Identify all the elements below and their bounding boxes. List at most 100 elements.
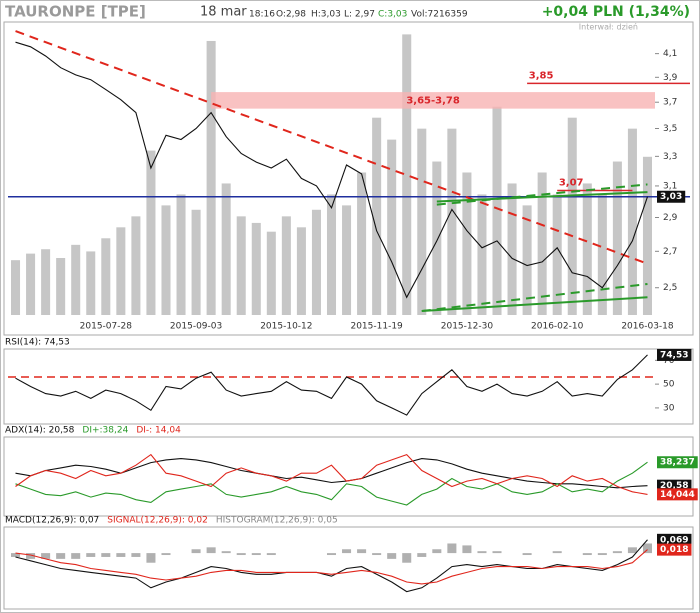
legend-entry: RSI(14): 74,53 (5, 338, 70, 348)
y-tick-label: 3,7 (663, 98, 677, 108)
series-line (15, 354, 648, 416)
y-tick-label: 2,7 (663, 247, 677, 257)
change: +0,04 PLN (1,34%) (542, 4, 690, 20)
volume-bar (71, 244, 81, 315)
volume-bar (432, 161, 442, 315)
histogram-bar (372, 553, 382, 556)
last-value-label: 0,069 (660, 535, 688, 545)
y-tick-label: 3,5 (663, 124, 677, 134)
y-tick-label: 4,1 (663, 49, 677, 59)
volume-bar (642, 156, 652, 315)
histogram-bar (251, 553, 261, 556)
interval: Interwał: dzień (579, 23, 638, 32)
legend-entry: ADX(14): 20,58 (5, 426, 75, 436)
volume-bar (206, 40, 216, 315)
volume-bar (221, 183, 231, 315)
volume-bar (131, 216, 141, 315)
resistance-zone (211, 92, 655, 109)
x-tick-label: 2015-10-12 (260, 322, 312, 332)
volume-bar (567, 117, 577, 315)
histogram-bar (447, 543, 457, 554)
series-line (15, 41, 649, 299)
histogram-bar (642, 543, 652, 554)
volume-bar (357, 172, 367, 315)
zone-label: 3,65-3,78 (406, 95, 460, 106)
volume-bar (552, 194, 562, 315)
volume-bar (56, 258, 66, 315)
panel-frame (3, 436, 694, 517)
histogram-bar (582, 553, 592, 556)
x-tick-label: 2016-02-10 (531, 322, 584, 332)
last-value-box (657, 190, 686, 203)
volume-bar (296, 227, 306, 315)
y-tick-label: 3,9 (663, 73, 678, 83)
histogram-bar (342, 549, 352, 554)
histogram-bar (266, 553, 276, 556)
volume-bar (161, 205, 171, 315)
volume-bar (266, 231, 276, 315)
histogram-bar (101, 553, 111, 557)
volume-bar (372, 117, 382, 315)
last-value-box (657, 456, 698, 469)
volume-bar (477, 194, 487, 315)
trendline (421, 296, 648, 313)
last-value-label: 0,018 (660, 545, 688, 555)
histogram-bar (26, 553, 36, 559)
volume-bar (387, 139, 397, 315)
y-tick-label: 50 (663, 380, 675, 390)
histogram-bar (612, 551, 622, 554)
histogram-bar (11, 553, 21, 557)
level-label: 3,07 (559, 178, 584, 189)
volume-bar (627, 128, 637, 315)
histogram-bar (417, 553, 427, 557)
last-value-box (657, 533, 692, 546)
legend-entry: DI+:38,24 (82, 426, 128, 436)
series-line (15, 453, 648, 495)
histogram-bar (432, 549, 442, 554)
histogram-bar (326, 553, 337, 556)
legend-entry: SIGNAL(12,26,9): 0,02 (107, 516, 208, 526)
volume-bar (116, 227, 126, 315)
histogram-bar (402, 553, 412, 563)
volume-bar (101, 238, 111, 315)
ticker: TAURONPE [TPE] (5, 3, 146, 21)
trendline (15, 30, 648, 265)
volume-bar (597, 194, 607, 315)
high: H:3,03 (311, 10, 341, 20)
time: 18:16 (249, 10, 275, 20)
histogram-bar (86, 553, 96, 557)
legend-entry: MACD(12,26,9): 0,07 (5, 516, 99, 526)
volume-bar (417, 128, 427, 315)
volume-bar (612, 161, 622, 315)
x-tick-label: 2015-07-28 (80, 322, 133, 332)
trendline (421, 282, 648, 312)
trendline (436, 191, 648, 203)
low: L: 2,97 (344, 10, 375, 20)
volume-bar (176, 194, 186, 315)
last-value-box (657, 488, 698, 501)
x-tick-label: 2015-09-03 (170, 322, 222, 332)
histogram-bar (146, 553, 156, 563)
volume-bar (342, 205, 352, 315)
volume-bar (507, 183, 517, 315)
volume: Vol:7216359 (411, 10, 468, 20)
histogram-bar (116, 553, 126, 557)
level-label: 3,85 (529, 70, 554, 81)
volume-bar (311, 209, 321, 315)
panel-frame (3, 526, 694, 610)
y-tick-label: 2,5 (663, 283, 677, 293)
histogram-bar (522, 553, 532, 556)
volume-bar (447, 128, 457, 315)
trendline (436, 183, 648, 206)
histogram-bar (477, 551, 487, 554)
histogram-bar (41, 553, 51, 559)
volume-bar (402, 34, 412, 316)
last-value-label: 20,58 (660, 481, 688, 491)
volume-bar (462, 172, 472, 315)
histogram-bar (597, 553, 607, 556)
date: 18 mar (200, 5, 247, 20)
volume-bar (146, 150, 156, 315)
histogram-bar (387, 553, 397, 559)
volume-bar (492, 106, 502, 315)
